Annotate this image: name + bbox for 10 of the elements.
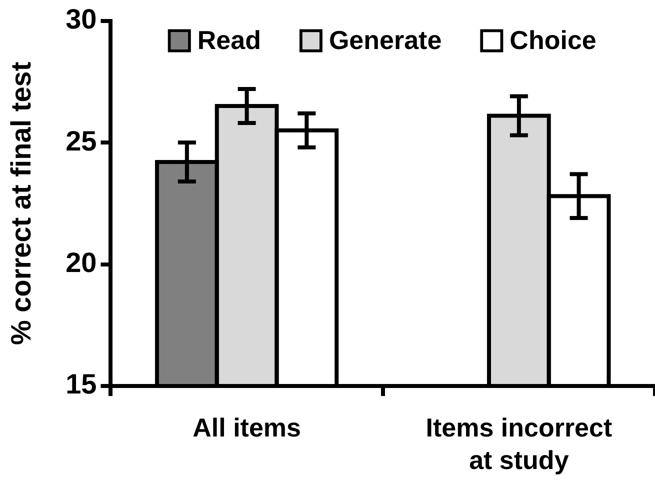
y-tick-label: 25 [66,125,97,156]
y-axis-title: % correct at final test [6,62,37,345]
y-tick-label: 20 [66,246,97,278]
legend-label: Read [197,24,261,55]
x-tick-label: All items [192,412,301,442]
legend-label: Generate [328,24,442,55]
legend-label: Choice [510,24,596,55]
y-tick-label: 15 [66,368,97,400]
y-tick-label: 30 [66,4,97,35]
x-tick-label: Items incorrect at study [426,412,612,475]
